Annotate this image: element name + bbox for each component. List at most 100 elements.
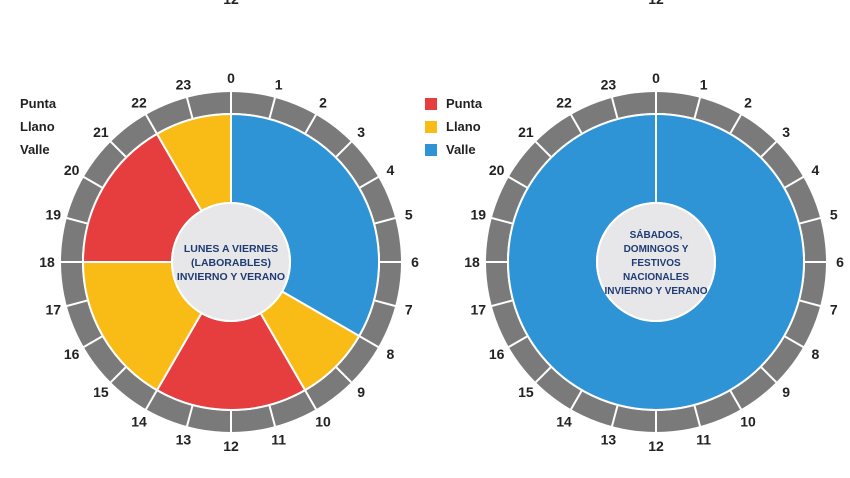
ring-tick	[569, 113, 583, 134]
dial-center-text: INVIERNO Y VERANO	[177, 271, 285, 283]
hour-label: 1	[700, 76, 708, 92]
hour-label: 0	[652, 70, 660, 86]
ring-tick	[144, 390, 158, 411]
dial-center-text: NACIONALES	[623, 272, 689, 283]
legend-label-punta: Punta	[446, 96, 483, 111]
hour-label: 20	[489, 162, 505, 178]
ring-tick	[304, 390, 318, 411]
partial-hour-label: 11	[271, 0, 286, 1]
legend: Punta Llano Valle	[425, 92, 482, 161]
legend-item-llano: Llano	[425, 115, 482, 138]
weekday-dial: LUNES A VIERNES (LABORABLES) INVIERNO Y VE…	[39, 70, 419, 454]
ring-tick	[65, 216, 88, 225]
hour-label: 16	[64, 346, 80, 362]
ring-tick	[760, 366, 778, 384]
hour-label: 14	[556, 413, 572, 429]
hour-label: 23	[601, 76, 617, 92]
legend-left-llano: Llano	[20, 119, 55, 134]
ring-tick	[335, 366, 353, 384]
ring-tick	[304, 113, 318, 134]
ring-tick	[784, 335, 805, 349]
hour-label: 21	[518, 124, 534, 140]
hour-label: 19	[470, 206, 486, 222]
ring-tick	[729, 390, 743, 411]
hour-label: 18	[464, 254, 480, 270]
ring-tick	[82, 175, 103, 189]
partial-hour-label: 13	[601, 0, 617, 1]
ring-tick	[374, 216, 397, 225]
hour-label: 15	[93, 384, 109, 400]
legend-swatch-punta	[425, 97, 437, 110]
hour-label: 6	[836, 254, 844, 270]
hour-label: 9	[782, 384, 790, 400]
partial-hour-label: 12	[648, 0, 664, 7]
partial-hour-label: 13	[176, 0, 192, 1]
weekend-dial: SÁBADOS, DOMINGOS Y FESTIVOS NACIONALES INVI…	[464, 70, 844, 454]
dial-center	[596, 202, 716, 322]
ring-tick	[185, 405, 194, 428]
ring-tick	[268, 405, 277, 428]
ring-tick	[65, 299, 88, 308]
dial-center-text: INVIERNO Y VERANO	[605, 286, 708, 297]
legend-swatch-valle	[425, 143, 437, 156]
ring-tick	[268, 96, 277, 119]
legend-label-valle: Valle	[446, 142, 476, 157]
ring-tick	[799, 299, 822, 308]
dial-center-text: FESTIVOS	[631, 258, 681, 269]
hour-label: 8	[811, 346, 819, 362]
ring-tick	[799, 216, 822, 225]
dial-center	[171, 202, 291, 322]
hour-label: 4	[811, 162, 819, 178]
ring-tick	[185, 96, 194, 119]
hour-label: 17	[45, 302, 61, 318]
ring-tick	[693, 96, 702, 119]
hour-label: 14	[131, 413, 147, 429]
ring-tick	[784, 175, 805, 189]
hour-label: 20	[64, 162, 80, 178]
ring-tick	[610, 405, 619, 428]
ring-tick	[144, 113, 158, 134]
hour-label: 5	[830, 206, 838, 222]
legend-label-llano: Llano	[446, 119, 481, 134]
hour-label: 13	[601, 432, 617, 448]
ring-tick	[490, 299, 513, 308]
hour-label: 10	[740, 413, 756, 429]
hour-label: 5	[405, 206, 413, 222]
hour-label: 16	[489, 346, 505, 362]
ring-tick	[490, 216, 513, 225]
hour-label: 10	[315, 413, 331, 429]
hour-label: 12	[223, 438, 239, 454]
hour-label: 22	[556, 95, 572, 111]
dial-center-text: SÁBADOS,	[630, 228, 683, 241]
hour-label: 11	[696, 432, 711, 448]
hour-label: 7	[405, 302, 413, 318]
hour-label: 2	[319, 95, 327, 111]
dial-center-text: LUNES A VIERNES	[184, 243, 278, 255]
hour-label: 0	[227, 70, 235, 86]
hour-label: 3	[782, 124, 790, 140]
hour-label: 19	[45, 206, 61, 222]
hour-label: 18	[39, 254, 55, 270]
hour-label: 11	[271, 432, 286, 448]
hour-label: 4	[386, 162, 394, 178]
top-partial-dials: 14131211101413121110	[176, 0, 712, 7]
ring-tick	[109, 366, 127, 384]
hour-label: 8	[386, 346, 394, 362]
hour-label: 9	[357, 384, 365, 400]
dial-center-text: (LABORABLES)	[191, 257, 271, 269]
hour-label: 17	[470, 302, 486, 318]
hour-label: 2	[744, 95, 752, 111]
hour-label: 12	[648, 438, 664, 454]
partial-hour-label: 11	[696, 0, 711, 1]
legend-left-valle: Valle	[20, 142, 50, 157]
ring-tick	[693, 405, 702, 428]
legend-swatch-llano	[425, 120, 437, 133]
hour-label: 6	[411, 254, 419, 270]
ring-tick	[109, 140, 127, 158]
hour-label: 13	[176, 432, 192, 448]
ring-tick	[507, 175, 528, 189]
ring-tick	[359, 335, 380, 349]
ring-tick	[760, 140, 778, 158]
ring-tick	[610, 96, 619, 119]
